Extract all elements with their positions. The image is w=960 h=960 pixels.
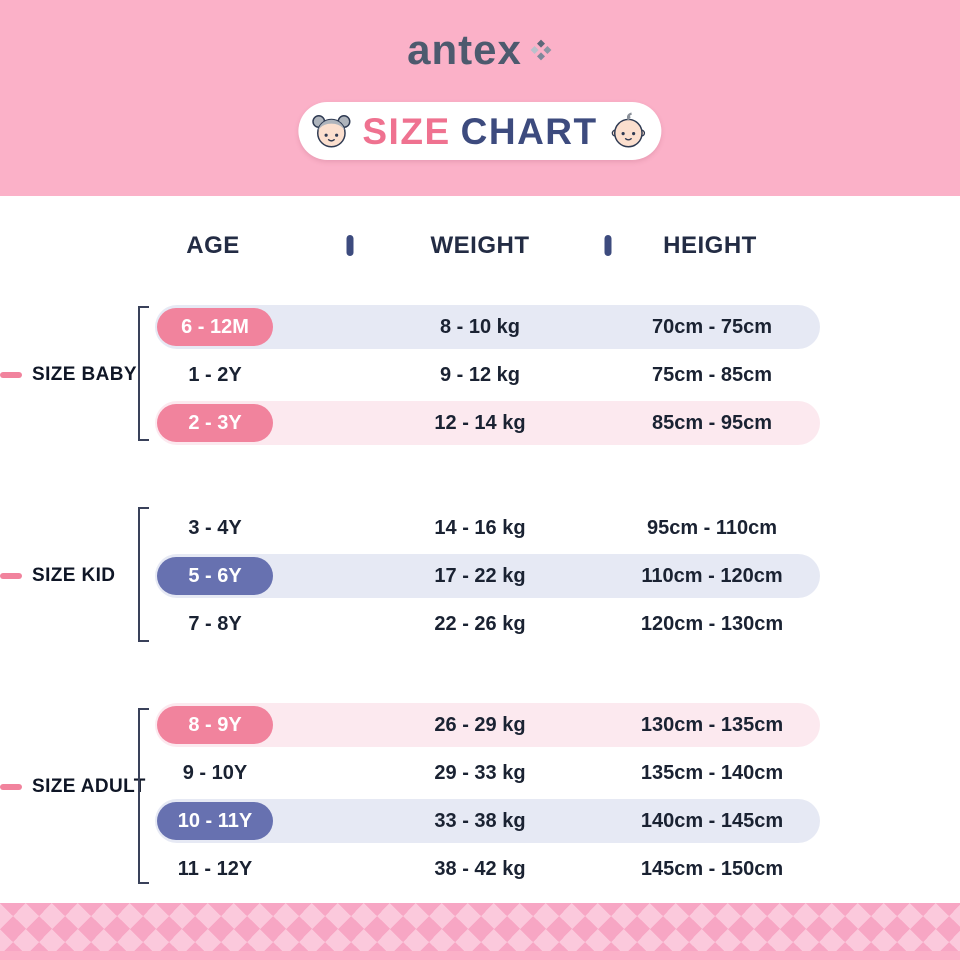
weight-cell: 29 - 33 kg [434, 761, 526, 784]
age-cell: 8 - 9Y [157, 706, 273, 744]
age-cell: 3 - 4Y [188, 516, 242, 539]
badge-size-text: SIZE [362, 110, 451, 152]
column-header-height: HEIGHT [663, 232, 757, 259]
size-chart-badge: SIZE CHART [298, 102, 662, 160]
weight-cell: 38 - 42 kg [434, 857, 526, 880]
footer-solid-band [0, 951, 960, 960]
weight-cell: 9 - 12 kg [439, 363, 521, 386]
column-divider-icon [346, 235, 354, 256]
table-column-headers: AGE WEIGHT HEIGHT [0, 230, 960, 260]
height-cell: 140cm - 145cm [640, 809, 784, 832]
height-cell: 145cm - 150cm [640, 857, 784, 880]
label-dash-icon [0, 784, 22, 790]
table-row: 6 - 12M 8 - 10 kg 70cm - 75cm [155, 305, 820, 349]
table-row: 3 - 4Y 14 - 16 kg 95cm - 110cm [155, 506, 820, 550]
table-row: 8 - 9Y 26 - 29 kg 130cm - 135cm [155, 703, 820, 747]
height-cell: 85cm - 95cm [651, 411, 773, 434]
height-cell: 75cm - 85cm [651, 363, 773, 386]
table-row: 7 - 8Y 22 - 26 kg 120cm - 130cm [155, 602, 820, 646]
weight-cell: 14 - 16 kg [434, 516, 526, 539]
brand-logo: antex [0, 26, 960, 74]
weight-cell: 12 - 14 kg [434, 411, 526, 434]
height-cell: 110cm - 120cm [641, 564, 783, 587]
height-cell: 70cm - 75cm [651, 315, 773, 338]
group-label-text: SIZE ADULT [32, 776, 146, 797]
height-cell: 120cm - 130cm [640, 612, 784, 635]
table-row: 1 - 2Y 9 - 12 kg 75cm - 85cm [155, 353, 820, 397]
group-bracket [138, 708, 149, 884]
age-cell: 9 - 10Y [182, 761, 248, 784]
diamond-pattern-footer [0, 903, 960, 951]
weight-cell: 17 - 22 kg [434, 564, 526, 587]
height-cell: 95cm - 110cm [646, 516, 778, 539]
age-cell: 7 - 8Y [188, 612, 242, 635]
weight-cell: 8 - 10 kg [439, 315, 521, 338]
age-cell: 5 - 6Y [157, 557, 273, 595]
group-bracket [138, 306, 149, 441]
group-bracket [138, 507, 149, 642]
table-row: 11 - 12Y 38 - 42 kg 145cm - 150cm [155, 847, 820, 891]
age-cell: 10 - 11Y [157, 802, 273, 840]
header-band: antex S [0, 0, 960, 196]
table-row: 9 - 10Y 29 - 33 kg 135cm - 140cm [155, 751, 820, 795]
table-row: 5 - 6Y 17 - 22 kg 110cm - 120cm [155, 554, 820, 598]
baby-face-icon [611, 112, 646, 148]
label-dash-icon [0, 573, 22, 579]
table-row: 2 - 3Y 12 - 14 kg 85cm - 95cm [155, 401, 820, 445]
brand-logo-text: antex [407, 26, 522, 73]
age-cell: 1 - 2Y [188, 363, 242, 386]
badge-chart-text: CHART [460, 110, 598, 152]
group-label-text: SIZE KID [32, 565, 116, 586]
group-label-text: SIZE BABY [32, 364, 137, 385]
age-cell: 11 - 12Y [177, 857, 253, 880]
girl-face-icon [312, 115, 351, 148]
size-kid-rows: 3 - 4Y 14 - 16 kg 95cm - 110cm 5 - 6Y 17… [155, 506, 820, 650]
size-adult-rows: 8 - 9Y 26 - 29 kg 130cm - 135cm 9 - 10Y … [155, 703, 820, 895]
group-label-kid: SIZE KID [0, 564, 115, 588]
weight-cell: 22 - 26 kg [434, 612, 526, 635]
diamond-cluster-icon [529, 38, 553, 67]
age-cell: 2 - 3Y [157, 404, 273, 442]
group-label-adult: SIZE ADULT [0, 775, 146, 799]
table-row: 10 - 11Y 33 - 38 kg 140cm - 145cm [155, 799, 820, 843]
column-divider-icon [604, 235, 612, 256]
label-dash-icon [0, 372, 22, 378]
age-cell: 6 - 12M [157, 308, 273, 346]
size-baby-rows: 6 - 12M 8 - 10 kg 70cm - 75cm 1 - 2Y 9 -… [155, 305, 820, 449]
weight-cell: 33 - 38 kg [434, 809, 526, 832]
column-header-weight: WEIGHT [430, 232, 530, 259]
group-label-baby: SIZE BABY [0, 363, 137, 387]
height-cell: 130cm - 135cm [640, 713, 784, 736]
weight-cell: 26 - 29 kg [434, 713, 526, 736]
column-header-age: AGE [186, 232, 240, 259]
height-cell: 135cm - 140cm [640, 761, 784, 784]
